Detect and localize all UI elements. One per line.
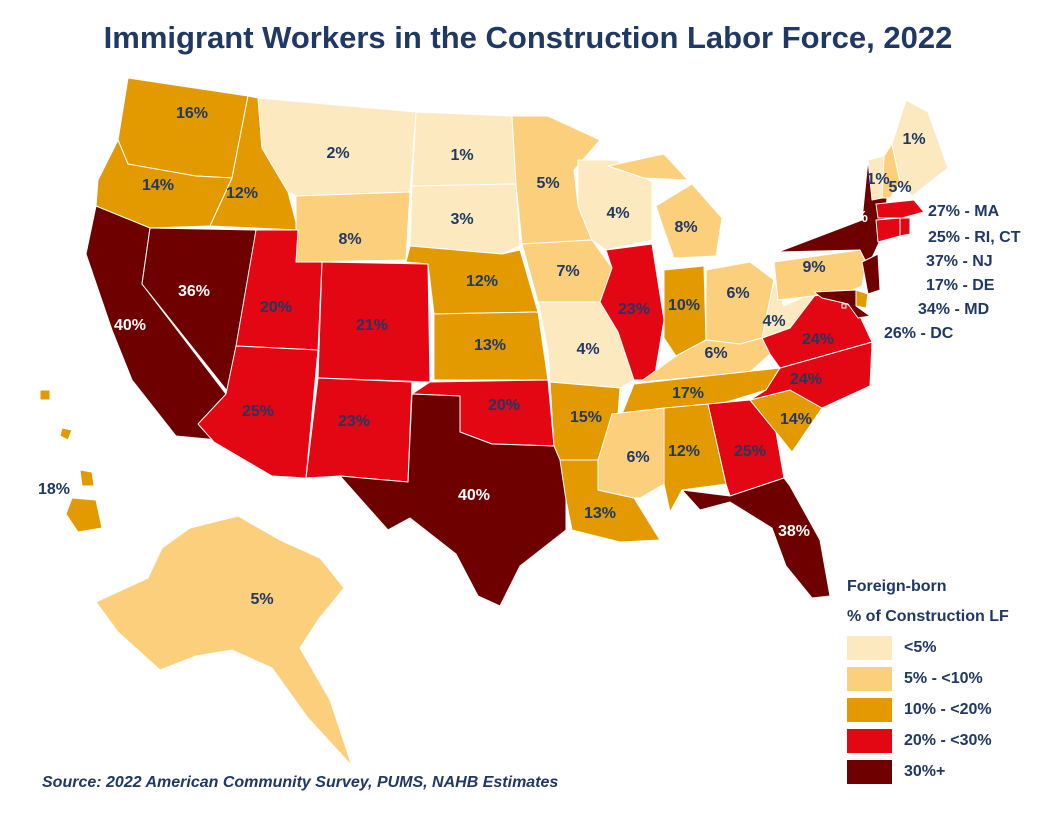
state-label-in: 10% [668, 297, 700, 314]
state-label-tn: 17% [672, 385, 704, 402]
callout-label-dc: 26% - DC [884, 325, 954, 342]
state-label-mi: 8% [674, 219, 697, 236]
state-label-la: 13% [584, 505, 616, 522]
northeast-callout-labels: 27% - MA 25% - RI, CT 37% - NJ 17% - DE 34% … [884, 203, 1021, 342]
state-label-mt: 2% [326, 145, 349, 162]
state-label-az: 25% [242, 403, 274, 420]
state-de [855, 289, 869, 309]
state-label-wy: 8% [338, 231, 361, 248]
state-label-ak: 5% [250, 591, 273, 608]
state-label-wi: 4% [606, 205, 629, 222]
state-label-nh: 5% [888, 179, 911, 196]
state-label-il: 23% [618, 301, 650, 318]
state-label-ky: 6% [704, 345, 727, 362]
state-label-nm: 23% [338, 413, 370, 430]
state-label-co: 21% [356, 317, 388, 334]
legend-swatch [847, 666, 892, 691]
state-sd [409, 183, 521, 255]
callout-label-de: 17% - DE [926, 277, 995, 294]
state-label-wv: 4% [762, 313, 785, 330]
state-label-ar: 15% [570, 409, 602, 426]
state-label-pa: 9% [802, 259, 825, 276]
legend-heading-1: Foreign-born [847, 578, 947, 595]
legend-label: 10% - <20% [904, 700, 992, 718]
state-fl [681, 477, 831, 599]
state-label-ny: 37% [836, 209, 868, 226]
state-label-or: 14% [142, 177, 174, 194]
state-label-nv: 36% [178, 283, 210, 300]
state-label-ut: 20% [260, 299, 292, 316]
legend-item: 5% - <10% [847, 663, 1047, 694]
state-dc [841, 303, 847, 309]
state-label-vt: 1% [866, 171, 889, 188]
state-label-al: 12% [668, 443, 700, 460]
state-tx [339, 393, 567, 607]
state-label-fl: 38% [778, 523, 810, 540]
state-label-me: 1% [902, 131, 925, 148]
legend-label: 30%+ [904, 762, 946, 780]
state-shapes [39, 77, 949, 767]
state-hi [39, 389, 103, 533]
state-ak [95, 515, 353, 767]
callout-label-md: 34% - MD [918, 301, 989, 318]
state-il [599, 243, 665, 381]
legend-item: <5% [847, 632, 1047, 663]
legend-item: 30%+ [847, 756, 1047, 787]
state-label-ca: 40% [114, 317, 146, 334]
state-label-sc: 14% [780, 411, 812, 428]
legend-item: 10% - <20% [847, 694, 1047, 725]
state-label-tx: 40% [458, 487, 490, 504]
map-title: Immigrant Workers in the Construction La… [103, 20, 953, 55]
legend-swatch [847, 697, 892, 722]
state-label-va: 24% [802, 331, 834, 348]
state-nj [861, 253, 881, 295]
state-label-id: 12% [226, 185, 258, 202]
callout-label-nj: 37% - NJ [926, 253, 993, 270]
state-mi [607, 153, 723, 259]
legend-label: 20% - <30% [904, 731, 992, 749]
legend-label: <5% [904, 638, 937, 656]
legend-item: 20% - <30% [847, 725, 1047, 756]
state-label-ms: 6% [626, 449, 649, 466]
state-label-ne: 12% [466, 273, 498, 290]
state-nc [749, 341, 873, 409]
legend-label: 5% - <10% [904, 669, 983, 687]
legend-swatch [847, 635, 892, 660]
callout-label-ma: 27% - MA [928, 203, 1000, 220]
state-label-nc: 24% [790, 371, 822, 388]
state-label-nd: 1% [450, 147, 473, 164]
state-ri [899, 217, 911, 237]
source-note: Source: 2022 American Community Survey, … [42, 774, 559, 791]
state-md [813, 289, 871, 319]
legend-heading-2: % of Construction LF [847, 608, 1009, 625]
state-label-ga: 25% [734, 443, 766, 460]
legend-swatch [847, 759, 892, 784]
legend-items: <5% 5% - <10% 10% - <20% 20% - <30% 30%+ [847, 632, 1047, 787]
state-label-ia: 7% [556, 263, 579, 280]
state-label-ks: 13% [474, 337, 506, 354]
state-label-mo: 4% [576, 341, 599, 358]
state-wa [117, 77, 249, 179]
state-ma [875, 199, 925, 219]
state-tn [621, 367, 781, 415]
state-wy [295, 191, 411, 263]
legend: Foreign-born % of Construction LF <5% 5% … [847, 572, 1047, 787]
callout-label-ri-ct: 25% - RI, CT [928, 229, 1021, 246]
state-me [891, 99, 949, 197]
state-label-wa: 16% [176, 105, 208, 122]
state-ct [875, 217, 901, 243]
state-az [197, 345, 319, 479]
state-label-oh: 6% [726, 285, 749, 302]
state-label-ok: 20% [488, 397, 520, 414]
state-label-mn: 5% [536, 175, 559, 192]
state-value-labels: 16% 14% 40% 12% 36% 2% 8% 20% 25% 21% 23% 1% 3% 12% 13… [38, 105, 926, 608]
state-label-sd: 3% [450, 211, 473, 228]
state-nh [881, 143, 901, 199]
state-label-hi: 18% [38, 481, 70, 498]
legend-swatch [847, 728, 892, 753]
